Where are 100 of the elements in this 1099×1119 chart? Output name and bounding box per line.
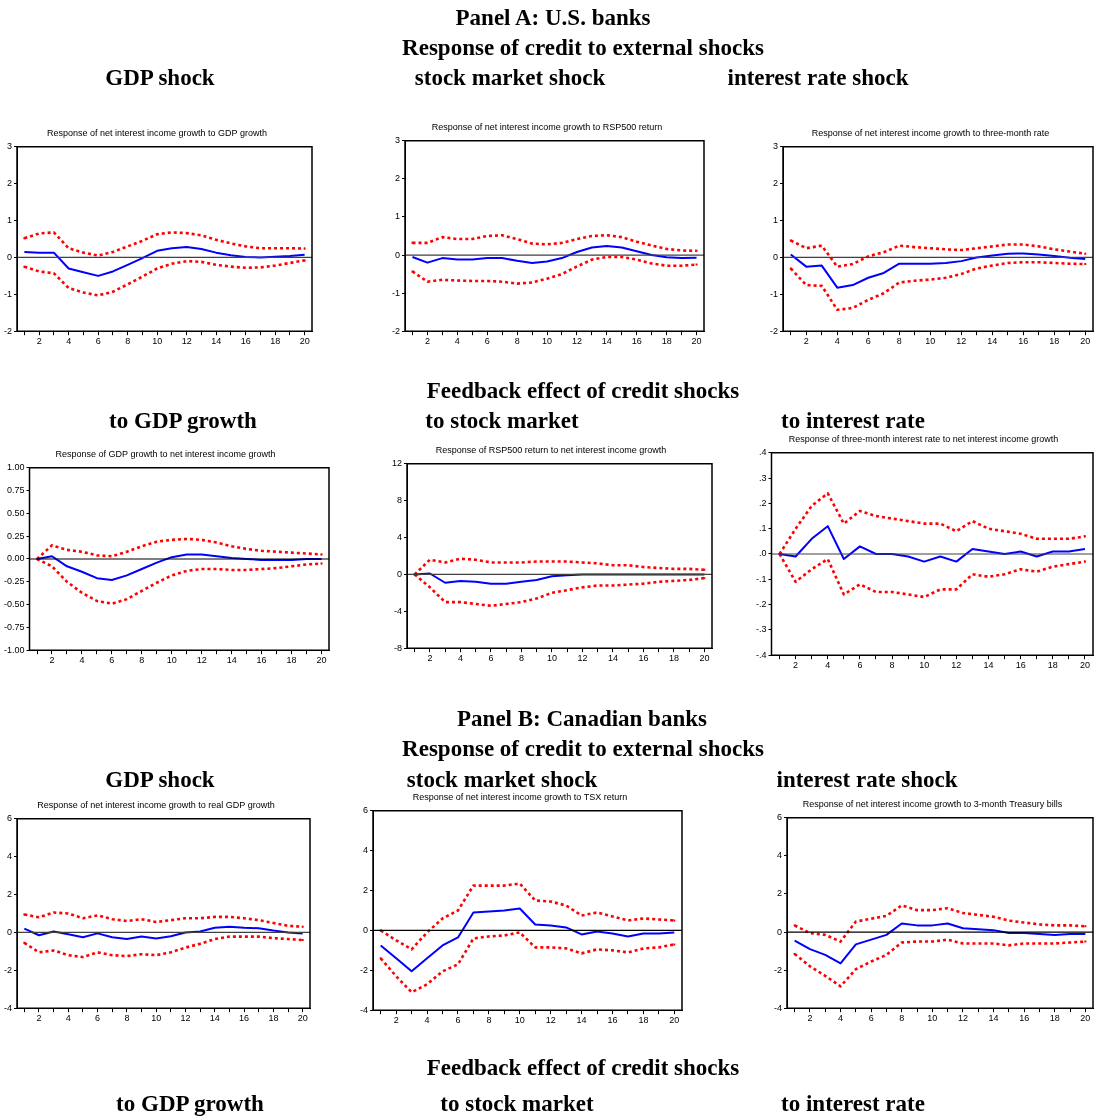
y-tick-label: -2 xyxy=(391,325,400,336)
x-tick-label: 4 xyxy=(66,336,72,347)
chart-subtitle: Response of net interest income growth to real GDP growth xyxy=(37,799,275,810)
chart-title: stock market shock xyxy=(414,65,606,91)
text: to interest rate xyxy=(781,1091,925,1117)
x-tick-label: 4 xyxy=(79,655,85,666)
x-tick-label: 18 xyxy=(1049,336,1060,347)
x-tick-label: 14 xyxy=(211,336,222,347)
x-tick-label: 8 xyxy=(514,336,520,347)
x-tick-label: 14 xyxy=(988,1013,999,1024)
x-tick-label: 20 xyxy=(299,336,310,347)
x-tick-label: 14 xyxy=(209,1013,220,1024)
x-tick-label: 6 xyxy=(868,1013,874,1024)
x-tick-label: 20 xyxy=(297,1013,308,1024)
y-tick-label: 4 xyxy=(362,845,368,856)
chart-subtitle: Response of net interest income growth to 3-month Treasury bills xyxy=(802,798,1063,809)
x-tick-label: 10 xyxy=(546,653,557,664)
y-tick-label: -1 xyxy=(3,288,12,299)
y-tick-label: 2 xyxy=(776,888,782,899)
y-tick-label: -1.00 xyxy=(4,644,25,655)
x-tick-label: 4 xyxy=(454,336,460,347)
x-tick-label: 6 xyxy=(484,336,490,347)
y-tick-label: .3 xyxy=(758,472,767,483)
x-tick-label: 16 xyxy=(1018,336,1029,347)
x-tick-label: 2 xyxy=(36,336,42,347)
text: to stock market xyxy=(440,1091,594,1117)
y-tick-label: -2 xyxy=(773,964,782,975)
y-tick-label: 3 xyxy=(394,135,400,146)
x-tick-label: 4 xyxy=(825,660,831,671)
x-tick-label: 12 xyxy=(951,660,962,671)
y-tick-label: -.1 xyxy=(755,573,767,584)
x-tick-label: 20 xyxy=(1079,660,1090,671)
chart-subtitle: Response of net interest income growth to RSP500 return xyxy=(431,121,663,132)
y-tick-label: -.3 xyxy=(755,624,767,635)
y-tick-label: 2 xyxy=(6,889,12,900)
text: Feedback effect of credit shocks xyxy=(426,378,740,404)
y-tick-label: 4 xyxy=(776,850,782,861)
x-tick-label: 14 xyxy=(987,336,998,347)
x-tick-label: 8 xyxy=(125,336,131,347)
y-tick-label: -0.50 xyxy=(4,599,25,610)
text: Panel A: U.S. banks xyxy=(455,5,651,31)
y-tick-label: -8 xyxy=(394,642,403,653)
y-tick-label: 2 xyxy=(772,178,778,189)
chart-title: GDP shock xyxy=(105,767,215,793)
x-tick-label: 12 xyxy=(181,336,192,347)
x-tick-label: 14 xyxy=(607,653,618,664)
x-tick-label: 10 xyxy=(542,336,553,347)
x-tick-label: 2 xyxy=(424,336,430,347)
x-tick-label: 18 xyxy=(661,336,672,347)
y-tick-label: -4 xyxy=(394,605,403,616)
x-tick-label: 4 xyxy=(838,1013,844,1024)
x-tick-label: 18 xyxy=(286,655,297,666)
y-tick-label: 8 xyxy=(397,495,403,506)
x-tick-label: 12 xyxy=(577,653,588,664)
x-tick-label: 20 xyxy=(691,336,702,347)
x-tick-label: 18 xyxy=(1047,660,1058,671)
x-tick-label: 2 xyxy=(36,1013,42,1024)
x-tick-label: 4 xyxy=(834,336,840,347)
x-tick-label: 18 xyxy=(268,1013,279,1024)
x-tick-label: 2 xyxy=(49,655,55,666)
y-tick-label: 0 xyxy=(772,251,778,262)
x-tick-label: 8 xyxy=(889,660,895,671)
x-tick-label: 6 xyxy=(95,1013,101,1024)
x-tick-label: 14 xyxy=(601,336,612,347)
y-tick-label: -4 xyxy=(359,1004,368,1015)
x-tick-label: 16 xyxy=(239,1013,250,1024)
text: to GDP growth xyxy=(116,1091,264,1117)
y-tick-label: -2 xyxy=(769,325,778,336)
x-tick-label: 6 xyxy=(95,336,101,347)
x-tick-label: 20 xyxy=(316,655,327,666)
y-tick-label: -4 xyxy=(3,1002,12,1013)
text: Response of credit to external shocks xyxy=(402,736,764,762)
x-tick-label: 8 xyxy=(899,1013,905,1024)
x-tick-label: 2 xyxy=(427,653,433,664)
x-tick-label: 14 xyxy=(576,1015,587,1026)
x-tick-label: 12 xyxy=(180,1013,191,1024)
y-tick-label: 1.00 xyxy=(6,462,25,473)
x-tick-label: 6 xyxy=(488,653,494,664)
y-tick-label: 0 xyxy=(776,926,782,937)
y-tick-label: -.4 xyxy=(755,649,767,660)
y-tick-label: .2 xyxy=(758,497,767,508)
x-tick-label: 16 xyxy=(1015,660,1026,671)
y-tick-label: -2 xyxy=(359,964,368,975)
x-tick-label: 16 xyxy=(631,336,642,347)
y-tick-label: 6 xyxy=(362,805,368,816)
y-tick-label: 1 xyxy=(772,215,778,226)
x-tick-label: 12 xyxy=(956,336,967,347)
y-tick-label: 0.00 xyxy=(6,553,25,564)
y-tick-label: .0 xyxy=(758,548,767,559)
y-tick-label: 6 xyxy=(776,812,782,823)
y-tick-label: -2 xyxy=(3,325,12,336)
y-tick-label: 4 xyxy=(397,532,403,543)
x-tick-label: 12 xyxy=(196,655,207,666)
x-tick-label: 16 xyxy=(1019,1013,1030,1024)
y-tick-label: 0 xyxy=(394,249,400,260)
x-tick-label: 16 xyxy=(256,655,267,666)
x-tick-label: 10 xyxy=(166,655,177,666)
y-tick-label: 3 xyxy=(772,141,778,152)
x-tick-label: 4 xyxy=(457,653,463,664)
x-tick-label: 10 xyxy=(927,1013,938,1024)
